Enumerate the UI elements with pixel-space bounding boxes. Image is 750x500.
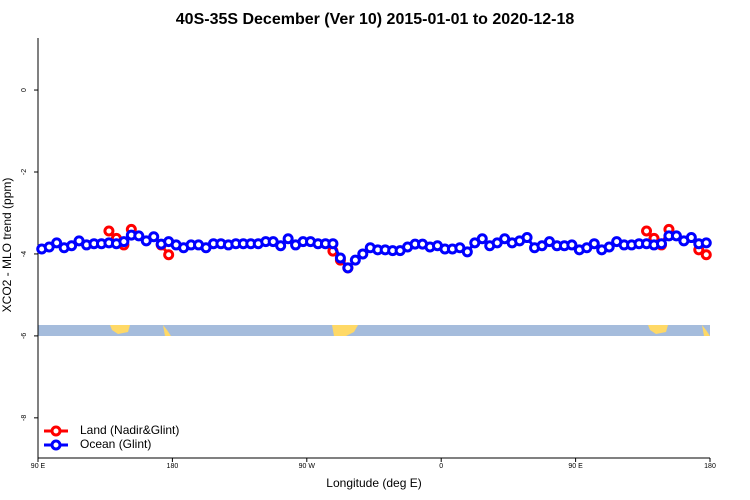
land-shape [648,325,668,334]
legend-label: Land (Nadir&Glint) [80,423,179,437]
x-tick-label: 90 E [31,463,46,470]
point [700,249,712,261]
point [118,236,130,248]
point [476,233,488,245]
x-tick-label: 180 [704,463,716,470]
legend-marker [50,425,62,437]
point [670,230,682,242]
point [148,231,160,243]
x-axis-label: Longitude (deg E) [326,476,421,490]
point [655,238,667,250]
y-tick-label: -6 [21,333,28,339]
y-tick-label: -8 [21,415,28,421]
land-shape [110,325,130,334]
point [566,239,578,251]
point [588,238,600,250]
legend-marker [50,439,62,451]
point [603,241,615,253]
point [357,248,369,260]
y-tick-label: -2 [21,169,28,175]
x-tick-label: 0 [439,463,443,470]
point [275,240,287,252]
point [334,252,346,264]
point [133,230,145,242]
point [700,237,712,249]
map-strip [38,325,710,336]
point [66,240,78,252]
point [461,246,473,258]
y-axis-label: XCO2 - MLO trend (ppm) [0,178,14,313]
y-tick-label: -4 [21,251,28,257]
point [103,225,115,237]
point [327,238,339,250]
point [641,225,653,237]
x-tick-label: 90 W [299,463,316,470]
y-tick-label: 0 [21,88,28,92]
chart-title: 40S-35S December (Ver 10) 2015-01-01 to … [176,11,575,28]
legend-label: Ocean (Glint) [80,437,151,451]
x-tick-label: 90 E [568,463,583,470]
point [163,249,175,261]
point [685,232,697,244]
point [342,262,354,274]
land-shape [163,325,171,336]
x-tick-label: 180 [167,463,179,470]
point [51,237,63,249]
point [521,232,533,244]
point [349,254,361,266]
point [282,233,294,245]
land-shape [332,325,358,336]
land-shape [702,325,710,336]
ocean-strip [38,325,710,336]
legend: Land (Nadir&Glint)Ocean (Glint) [44,423,179,451]
